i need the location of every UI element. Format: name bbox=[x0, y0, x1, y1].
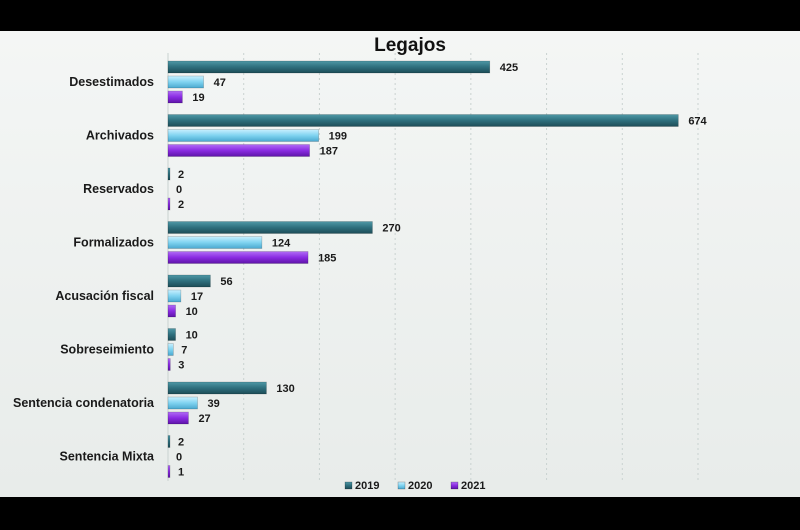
bar-sentencia-mixta-2021 bbox=[167, 465, 171, 478]
value-label-acusacion-fiscal-2020: 17 bbox=[191, 291, 203, 303]
legend-swatch-2019 bbox=[344, 481, 353, 490]
category-label-acusacion-fiscal: Acusación fiscal bbox=[55, 289, 154, 303]
bar-desestimados-2021 bbox=[167, 90, 183, 104]
bar-acusacion-fiscal-2021 bbox=[167, 304, 176, 318]
bar-sentencia-condenatoria-2021 bbox=[167, 411, 189, 425]
category-label-sobreseimiento: Sobreseimiento bbox=[60, 343, 154, 357]
bar-formalizados-2020 bbox=[167, 236, 263, 249]
value-labels: 4254719674199187202270124185561710107313… bbox=[176, 62, 708, 479]
value-label-sobreseimiento-2020: 7 bbox=[181, 345, 187, 357]
value-label-formalizados-2019: 270 bbox=[382, 223, 400, 235]
value-label-acusacion-fiscal-2021: 10 bbox=[186, 306, 198, 318]
legend-swatch-2020 bbox=[397, 481, 406, 490]
bar-formalizados-2021 bbox=[167, 251, 309, 264]
bar-sobreseimiento-2021 bbox=[167, 358, 171, 371]
chart-title: Legajos bbox=[374, 35, 446, 56]
value-label-archivados-2021: 187 bbox=[320, 146, 338, 158]
value-label-sentencia-condenatoria-2021: 27 bbox=[198, 413, 210, 425]
category-label-desestimados: Desestimados bbox=[69, 75, 154, 89]
category-labels: Desestimados Archivados Reservados Formaliz… bbox=[13, 75, 155, 464]
value-label-sentencia-condenatoria-2019: 130 bbox=[276, 383, 294, 395]
bar-formalizados-2019 bbox=[167, 221, 373, 234]
category-label-formalizados: Formalizados bbox=[73, 236, 154, 250]
legend-label-2020: 2020 bbox=[408, 480, 432, 492]
value-label-formalizados-2020: 124 bbox=[272, 238, 291, 250]
bar-sentencia-mixta-2019 bbox=[167, 435, 171, 448]
bar-sentencia-condenatoria-2019 bbox=[167, 381, 267, 395]
legend-swatch-2021 bbox=[450, 481, 459, 490]
value-label-sobreseimiento-2019: 10 bbox=[186, 330, 198, 342]
bar-chart: Legajos Desestimados Archivados Reservados… bbox=[13, 35, 708, 492]
bar-sobreseimiento-2020 bbox=[167, 343, 174, 356]
legend-label-2021: 2021 bbox=[461, 480, 485, 492]
value-label-desestimados-2021: 19 bbox=[192, 92, 204, 104]
bar-reservados-2019 bbox=[167, 167, 171, 181]
value-label-archivados-2019: 674 bbox=[688, 116, 707, 128]
value-label-sentencia-mixta-2020: 0 bbox=[176, 452, 182, 464]
value-label-reservados-2019: 2 bbox=[178, 169, 184, 181]
bar-acusacion-fiscal-2019 bbox=[167, 274, 211, 288]
value-label-desestimados-2019: 425 bbox=[500, 62, 518, 74]
bar-sobreseimiento-2019 bbox=[167, 328, 176, 341]
bar-desestimados-2020 bbox=[167, 75, 204, 89]
legend-label-2019: 2019 bbox=[355, 480, 379, 492]
bars bbox=[167, 60, 679, 478]
value-label-sentencia-mixta-2021: 1 bbox=[178, 467, 184, 479]
category-label-sentencia-condenatoria: Sentencia condenatoria bbox=[13, 396, 155, 410]
bar-acusacion-fiscal-2020 bbox=[167, 289, 182, 303]
bar-archivados-2019 bbox=[167, 114, 679, 127]
chart-frame: Legajos Desestimados Archivados Reservados… bbox=[0, 31, 800, 497]
value-label-desestimados-2020: 47 bbox=[214, 77, 226, 89]
value-label-formalizados-2021: 185 bbox=[318, 253, 336, 265]
bar-desestimados-2019 bbox=[167, 60, 491, 74]
bar-archivados-2021 bbox=[167, 144, 310, 157]
value-label-sentencia-condenatoria-2020: 39 bbox=[208, 398, 220, 410]
value-label-sentencia-mixta-2019: 2 bbox=[178, 437, 184, 449]
bar-reservados-2021 bbox=[167, 197, 171, 211]
value-label-reservados-2021: 2 bbox=[178, 199, 184, 211]
category-label-sentencia-mixta: Sentencia Mixta bbox=[60, 450, 156, 464]
legend: 2019 2020 2021 bbox=[344, 480, 485, 492]
category-label-archivados: Archivados bbox=[86, 129, 154, 143]
value-label-reservados-2020: 0 bbox=[176, 184, 182, 196]
value-label-archivados-2020: 199 bbox=[329, 131, 347, 143]
category-label-reservados: Reservados bbox=[83, 182, 154, 196]
value-label-acusacion-fiscal-2019: 56 bbox=[220, 276, 232, 288]
bar-sentencia-condenatoria-2020 bbox=[167, 396, 198, 410]
value-label-sobreseimiento-2021: 3 bbox=[178, 360, 184, 372]
bar-archivados-2020 bbox=[167, 129, 319, 142]
